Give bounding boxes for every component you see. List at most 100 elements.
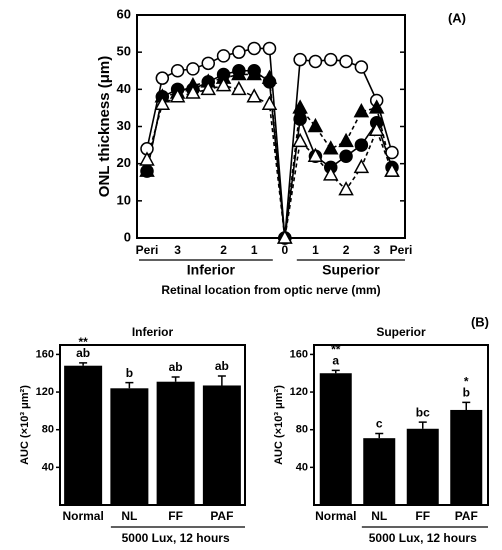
bar (450, 409, 483, 505)
marker (139, 162, 155, 177)
significance-letter: c (376, 417, 383, 431)
y-tick-label: 20 (117, 155, 131, 170)
marker (169, 88, 186, 103)
marker (277, 229, 293, 244)
marker (307, 147, 324, 162)
y-tick-label: 30 (117, 118, 131, 133)
marker (322, 140, 339, 155)
significance-letter: a (332, 354, 339, 368)
y-tick-label: 120 (290, 386, 308, 398)
significance-letter: b (463, 386, 470, 400)
y-tick-label: 40 (42, 461, 54, 473)
y-tick-label: 160 (36, 348, 54, 360)
marker (339, 149, 353, 163)
marker (246, 65, 262, 81)
bar (406, 428, 439, 505)
marker (322, 166, 339, 181)
marker (368, 121, 385, 136)
marker (324, 52, 338, 67)
bar (363, 438, 396, 505)
marker (215, 77, 232, 92)
x-tick-label: 3 (373, 243, 380, 257)
significance-star: ** (331, 343, 341, 357)
marker (261, 69, 278, 84)
marker (200, 80, 217, 96)
error-bar (375, 432, 384, 439)
marker (185, 84, 201, 99)
marker (232, 45, 246, 59)
x-tick-label: Normal (62, 509, 103, 523)
marker (353, 103, 370, 118)
x-tick-label: NL (121, 509, 137, 523)
marker (308, 54, 323, 69)
chart-title: Inferior (132, 325, 174, 339)
x-tick-label: 3 (174, 243, 181, 257)
x-tick-label: 1 (312, 243, 319, 257)
bar (202, 385, 241, 505)
plot-frame (59, 344, 246, 506)
marker (292, 132, 308, 148)
marker (292, 99, 308, 114)
significance-letter: b (126, 366, 133, 380)
x-axis-label: Retinal location from optic nerve (mm) (161, 283, 380, 297)
significance-letter: ab (76, 346, 90, 360)
marker (170, 64, 185, 78)
y-tick-label: 160 (290, 348, 308, 360)
marker (247, 41, 261, 56)
y-tick-label: 50 (117, 44, 131, 59)
marker (201, 56, 215, 71)
y-axis-label: AUC (×10³ μm²) (273, 385, 285, 465)
marker (261, 95, 278, 110)
marker (155, 71, 170, 85)
y-axis-label: AUC (×10³ μm²) (19, 385, 31, 465)
x-tick-label: 1 (251, 243, 258, 257)
bar (110, 388, 149, 505)
marker (216, 49, 231, 63)
panel-label: (B) (471, 314, 489, 329)
significance-letter: bc (416, 405, 430, 419)
marker (262, 41, 277, 56)
marker (338, 132, 354, 148)
marker (231, 65, 247, 81)
bar (319, 373, 352, 505)
marker (139, 151, 155, 166)
marker (353, 158, 370, 174)
error-bar (462, 401, 471, 410)
marker (154, 95, 171, 110)
marker (246, 88, 262, 103)
x-tick-label: Peri (390, 243, 413, 257)
significance-letter: ab (169, 360, 183, 374)
group-label: 5000 Lux, 12 hours (122, 531, 230, 545)
group-label: Inferior (187, 262, 236, 278)
marker (186, 62, 200, 76)
marker (354, 138, 369, 152)
x-tick-label: 2 (343, 243, 350, 257)
significance-letter: ab (215, 359, 229, 373)
error-bar (125, 381, 134, 389)
bar (156, 381, 195, 505)
x-tick-label: 0 (281, 243, 288, 257)
significance-star: ** (78, 335, 88, 349)
marker (339, 54, 353, 69)
error-bar (418, 421, 427, 429)
error-bar (79, 362, 88, 366)
chart-title: Superior (376, 325, 426, 339)
marker (338, 181, 354, 196)
x-tick-label: Normal (315, 509, 356, 523)
x-tick-label: PAF (210, 509, 233, 523)
group-label: 5000 Lux, 12 hours (369, 531, 477, 545)
y-tick-label: 10 (117, 192, 131, 207)
y-tick-label: 0 (124, 229, 131, 244)
significance-star: * (464, 375, 469, 389)
marker (384, 162, 400, 177)
y-tick-label: 60 (117, 6, 131, 21)
x-tick-label: NL (371, 509, 387, 523)
y-tick-label: 40 (296, 461, 308, 473)
marker (354, 60, 369, 74)
group-label: Superior (322, 262, 380, 278)
panel-label: (A) (448, 10, 466, 25)
marker (231, 80, 247, 96)
marker (385, 145, 399, 160)
marker (293, 52, 307, 67)
marker (307, 117, 324, 133)
